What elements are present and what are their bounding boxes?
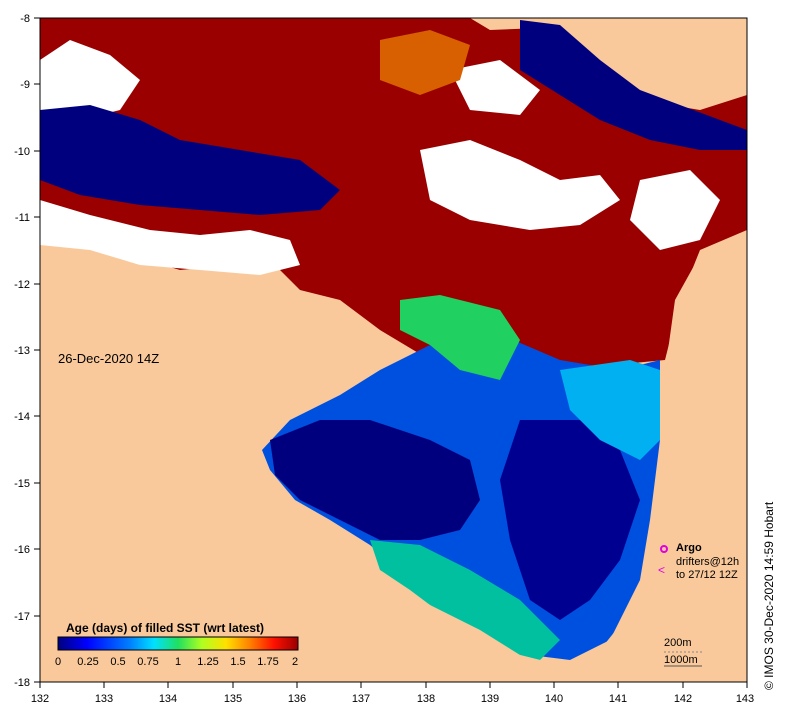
x-tick-label: 143	[736, 693, 754, 705]
x-tick-label: 136	[288, 693, 306, 705]
x-tick-label: 134	[159, 693, 177, 705]
x-tick-label: 135	[224, 693, 242, 705]
x-tick-label: 137	[352, 693, 370, 705]
x-tick-label: 140	[545, 693, 563, 705]
y-tick-label: -9	[20, 79, 30, 91]
y-tick-label: -10	[14, 146, 30, 158]
sst-region-navy-ne	[520, 20, 747, 150]
sst-region-north	[40, 18, 747, 370]
drifter-arrow-icon: <	[658, 563, 665, 577]
colorbar-gradient	[57, 636, 299, 651]
y-tick-label: -15	[14, 478, 30, 490]
y-tick-label: -13	[14, 345, 30, 357]
date-label: 26-Dec-2020 14Z	[58, 351, 160, 366]
land-arnhem	[40, 260, 747, 682]
no-data-west	[40, 200, 300, 275]
x-axis: 132 133 134 135 136 137 138 139 140 141 …	[31, 682, 754, 705]
x-tick-label: 142	[674, 693, 692, 705]
y-tick-label: -16	[14, 544, 30, 556]
gulf-region-teal-south	[370, 540, 560, 660]
x-tick-label: 139	[481, 693, 499, 705]
y-axis: -8 -9 -10 -11 -12 -13 -14 -15 -16 -17 -1…	[14, 13, 40, 689]
contour-1000-label: 1000m	[664, 654, 698, 666]
colorbar-tick: 1.25	[197, 656, 218, 668]
y-tick-label: -12	[14, 279, 30, 291]
y-tick-label: -11	[15, 212, 30, 224]
colorbar-tick: 1.5	[230, 656, 245, 668]
sst-region-orange-north	[380, 30, 470, 95]
x-tick-label: 132	[31, 693, 49, 705]
no-data-northwest	[40, 40, 140, 120]
gulf-region-green	[400, 295, 520, 380]
drifters-label-1: drifters@12h	[676, 556, 740, 568]
x-tick-label: 138	[417, 693, 435, 705]
y-tick-label: -14	[14, 411, 30, 423]
no-data-north	[420, 140, 620, 230]
no-data-ne	[450, 60, 540, 115]
colorbar: 0 0.25 0.5 0.75 1 1.25 1.5 1.75 2	[55, 636, 299, 668]
y-tick-label: -8	[20, 13, 30, 25]
land-cape-york	[665, 235, 747, 372]
argo-label: Argo	[676, 542, 702, 554]
y-tick-label: -17	[14, 611, 30, 623]
colorbar-tick: 0.5	[110, 656, 125, 668]
colorbar-title: Age (days) of filled SST (wrt latest)	[66, 621, 265, 635]
colorbar-tick: 0.25	[77, 656, 98, 668]
argo-marker-icon	[660, 545, 668, 553]
colorbar-tick: 0.75	[137, 656, 158, 668]
x-tick-label: 133	[95, 693, 113, 705]
colorbar-tick: 0	[55, 656, 61, 668]
gulf-region-cyan	[560, 360, 660, 460]
gulf-region-navy-east	[500, 420, 640, 620]
colorbar-tick: 2	[292, 656, 298, 668]
sst-region-navy-west	[40, 105, 340, 215]
drifters-label-2: to 27/12 12Z	[676, 569, 738, 581]
colorbar-tick: 1	[175, 656, 181, 668]
credit-text: © IMOS 30-Dec-2020 14:59 Hobart	[762, 501, 776, 690]
y-tick-label: -18	[14, 677, 30, 689]
no-data-east	[630, 170, 720, 250]
gulf-region-navy	[270, 420, 480, 540]
x-tick-label: 141	[609, 693, 627, 705]
contour-200-label: 200m	[664, 637, 692, 649]
colorbar-tick: 1.75	[257, 656, 278, 668]
